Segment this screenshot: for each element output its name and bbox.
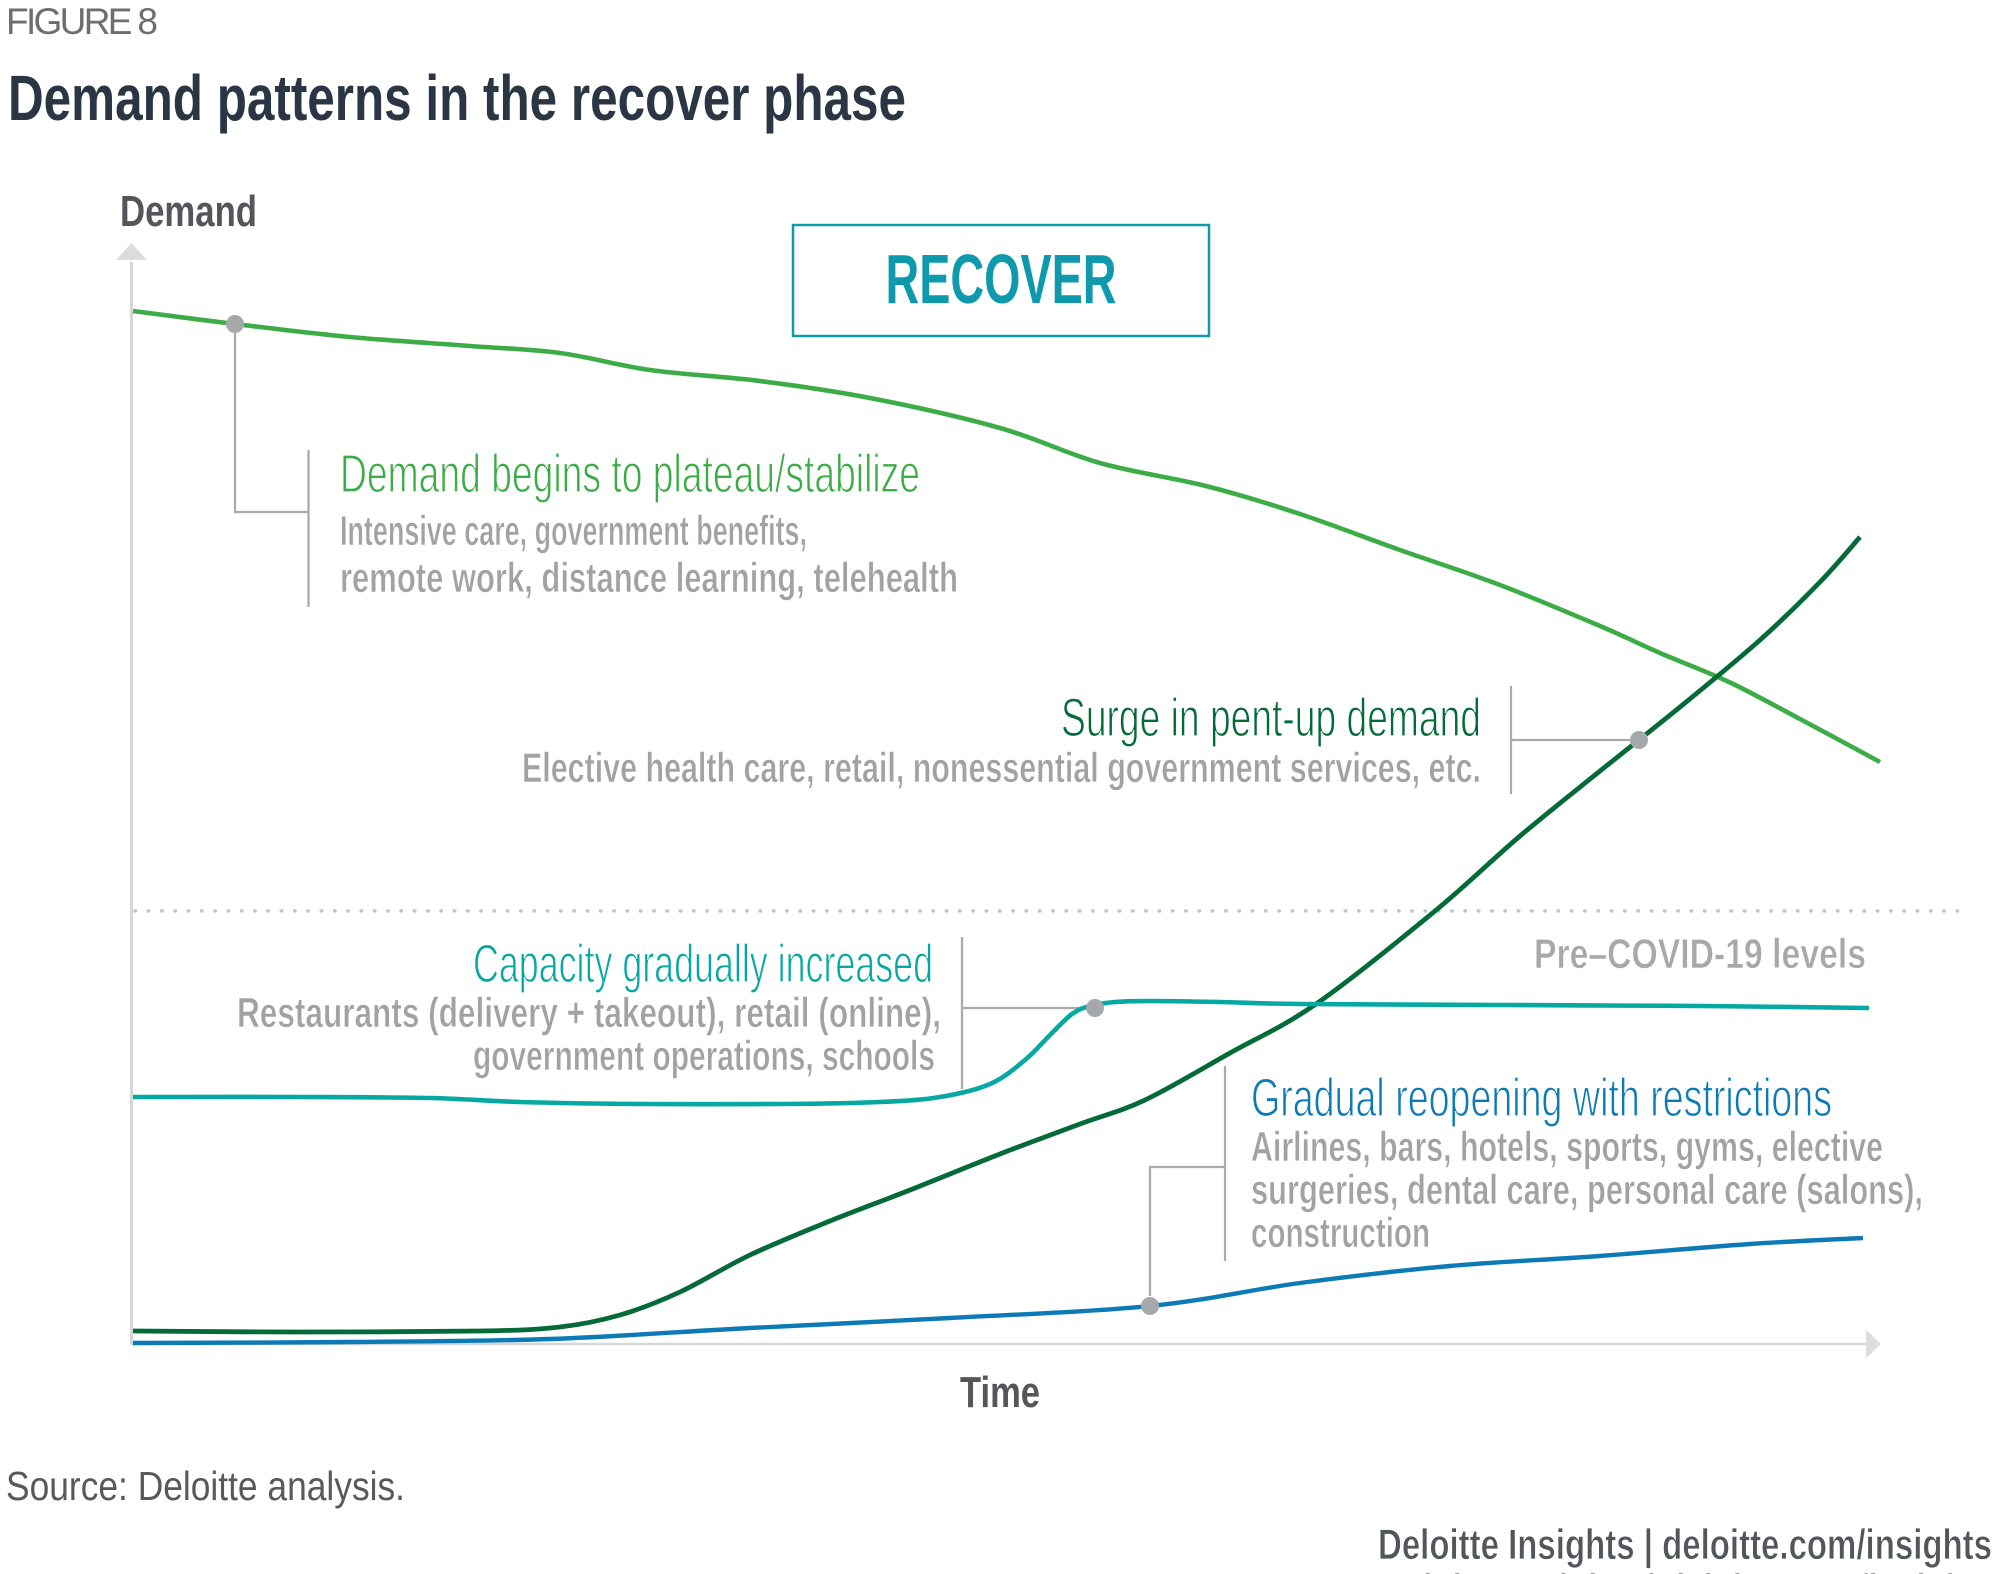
svg-text:Capacity gradually increased: Capacity gradually increased [473,934,933,994]
svg-text:Restaurants (delivery + takeou: Restaurants (delivery + takeout), retail… [237,989,941,1036]
svg-text:government operations, schools: government operations, schools [473,1032,935,1079]
svg-text:RECOVER: RECOVER [886,240,1117,318]
svg-text:Source: Deloitte analysis.: Source: Deloitte analysis. [6,1463,405,1509]
svg-text:Demand begins to plateau/stabi: Demand begins to plateau/stabilize [340,444,920,504]
svg-text:FIGURE 8: FIGURE 8 [6,1,158,42]
svg-text:Deloitte Insights | deloitte.c: Deloitte Insights | deloitte.com/insight… [1381,1566,1995,1574]
svg-text:Airlines, bars, hotels, sports: Airlines, bars, hotels, sports, gyms, el… [1251,1123,1883,1170]
svg-text:Surge in pent-up demand: Surge in pent-up demand [1061,688,1481,748]
svg-text:Pre–COVID-19 levels: Pre–COVID-19 levels [1534,930,1866,977]
svg-text:Gradual reopening with restric: Gradual reopening with restrictions [1251,1068,1832,1128]
svg-text:Time: Time [960,1368,1040,1417]
svg-text:surgeries, dental care, person: surgeries, dental care, personal care (s… [1251,1166,1923,1213]
svg-text:Demand: Demand [120,187,257,236]
svg-text:Deloitte Insights | deloitte.c: Deloitte Insights | deloitte.com/insight… [1378,1521,1992,1569]
svg-text:Demand patterns in the recover: Demand patterns in the recover phase [8,62,906,134]
svg-text:Elective health care, retail,: Elective health care, retail, nonessenti… [522,744,1481,791]
svg-text:Intensive care, government ben: Intensive care, government benefits, [340,507,807,554]
svg-text:remote work, distance learning: remote work, distance learning, teleheal… [340,554,958,601]
svg-text:construction: construction [1251,1209,1430,1256]
